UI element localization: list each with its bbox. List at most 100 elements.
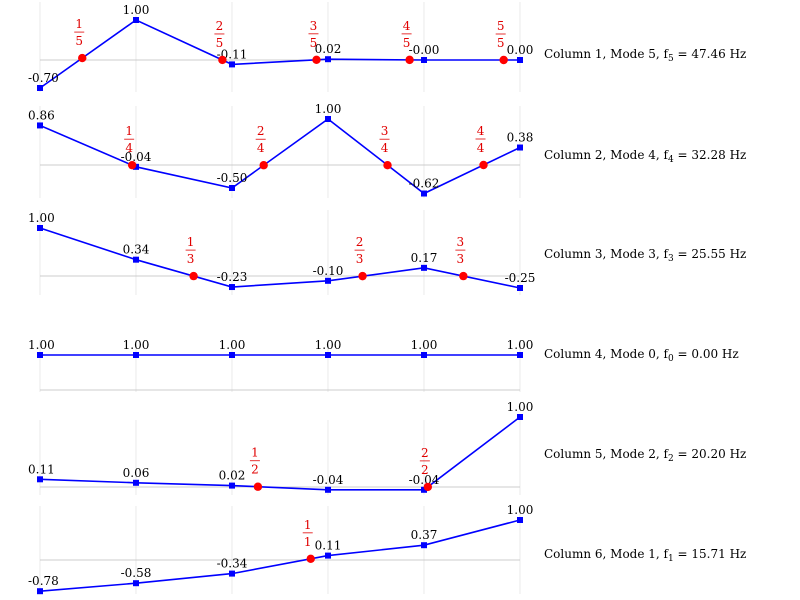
data-label: 1.00 — [411, 338, 438, 352]
data-point — [517, 144, 523, 151]
data-label: 0.34 — [123, 243, 150, 257]
data-point — [421, 57, 427, 63]
node-fraction-numerator: 2 — [421, 446, 429, 460]
node-point — [423, 482, 433, 492]
node-fraction-numerator: 2 — [257, 124, 265, 138]
data-point — [229, 482, 235, 489]
series-line — [39, 19, 520, 89]
node-point — [127, 160, 137, 170]
panel-title-frequency: = 25.55 Hz — [674, 247, 747, 261]
node-fraction-denominator: 4 — [381, 141, 389, 155]
data-label: 1.00 — [28, 338, 55, 352]
data-label: 0.02 — [315, 42, 342, 56]
data-label: 0.86 — [28, 108, 55, 122]
data-point — [325, 552, 331, 559]
panel-title-frequency: = 47.46 Hz — [674, 47, 747, 61]
data-point — [229, 352, 235, 358]
node-fraction-numerator: 1 — [251, 446, 259, 460]
data-label: 1.00 — [507, 338, 534, 352]
panel-title-text: Column 3, Mode 3, f — [544, 247, 670, 261]
data-point — [37, 85, 43, 91]
node-point — [312, 55, 321, 65]
data-label: 1.00 — [507, 503, 534, 517]
data-point — [37, 476, 43, 483]
data-label: 1.00 — [123, 3, 150, 17]
data-label: -0.70 — [28, 71, 59, 85]
data-point — [229, 570, 235, 577]
data-label: 1.00 — [28, 211, 55, 225]
data-label: 0.17 — [411, 251, 438, 265]
panel-title: Column 3, Mode 3, f3 = 25.55 Hz — [544, 247, 746, 264]
data-label: -0.04 — [313, 473, 344, 487]
node-fraction-denominator: 4 — [477, 141, 485, 155]
data-point — [421, 542, 427, 549]
node-fraction-denominator: 4 — [257, 141, 265, 155]
node-fraction-numerator: 4 — [403, 19, 411, 33]
data-point — [517, 285, 523, 291]
data-point — [325, 277, 331, 284]
data-label: 1.00 — [315, 338, 342, 352]
node-fraction-numerator: 2 — [356, 235, 364, 249]
series-line — [39, 227, 521, 289]
series-line — [39, 118, 521, 195]
node-point — [189, 271, 198, 281]
panel-title-subscript: 0 — [668, 354, 674, 364]
data-point — [37, 352, 43, 358]
mode-panel: 1.00 1.00 1.00 1.00 1.00 1.00 Column 4, Mode 0… — [28, 338, 739, 392]
panel-title: Column 4, Mode 0, f0 = 0.00 Hz — [544, 347, 739, 364]
data-point — [517, 57, 523, 63]
data-point — [37, 225, 43, 231]
mode-panel: -0.701.00-0.11 0.02 -0.00 0.001525354555Col… — [28, 2, 746, 92]
node-fraction-numerator: 1 — [304, 518, 312, 532]
data-label: 1.00 — [315, 102, 342, 116]
data-label: 0.37 — [411, 528, 438, 542]
data-label: -0.04 — [409, 473, 440, 487]
panel-title: Column 2, Mode 4, f4 = 32.28 Hz — [544, 148, 746, 165]
panel-title-frequency: = 32.28 Hz — [674, 148, 747, 162]
panel-title-frequency: = 20.20 Hz — [674, 447, 747, 461]
node-fraction-numerator: 4 — [477, 124, 485, 138]
node-fraction-denominator: 3 — [187, 252, 195, 266]
data-point — [133, 17, 139, 23]
panel-title-frequency: = 15.71 Hz — [674, 547, 747, 561]
data-point — [229, 185, 235, 191]
node-point — [259, 161, 268, 170]
data-label: -0.00 — [409, 43, 440, 57]
data-point — [133, 479, 139, 486]
node-fraction-denominator: 4 — [125, 141, 133, 155]
node-fraction-numerator: 2 — [216, 19, 224, 33]
node-fraction-numerator: 1 — [125, 124, 133, 138]
data-point — [517, 517, 523, 523]
series-line — [39, 519, 521, 592]
node-point — [405, 55, 414, 65]
data-label: 0.02 — [219, 469, 246, 483]
panel-title-text: Column 1, Mode 5, f — [544, 47, 670, 61]
panel-title-text: Column 6, Mode 1, f — [544, 547, 670, 561]
data-label: -0.04 — [121, 150, 152, 164]
data-point — [37, 588, 43, 595]
node-point — [306, 554, 315, 564]
node-fraction-numerator: 1 — [75, 17, 83, 31]
node-fraction-numerator: 3 — [381, 124, 389, 138]
data-label: -0.10 — [313, 264, 344, 278]
data-label: -0.78 — [28, 574, 59, 588]
node-fraction-denominator: 5 — [403, 36, 411, 50]
node-fraction-denominator: 5 — [497, 36, 505, 50]
data-point — [325, 116, 331, 122]
node-point — [253, 482, 263, 491]
series-line — [39, 416, 521, 491]
data-label: -0.25 — [505, 271, 536, 285]
panel-title-subscript: 3 — [668, 254, 674, 264]
panel-title: Column 5, Mode 2, f2 = 20.20 Hz — [544, 447, 746, 464]
data-point — [37, 122, 43, 129]
data-point — [517, 352, 523, 358]
data-label: -0.58 — [121, 566, 152, 580]
node-point — [218, 55, 227, 65]
node-fraction-denominator: 5 — [310, 36, 318, 50]
panel-title-subscript: 1 — [668, 554, 674, 564]
